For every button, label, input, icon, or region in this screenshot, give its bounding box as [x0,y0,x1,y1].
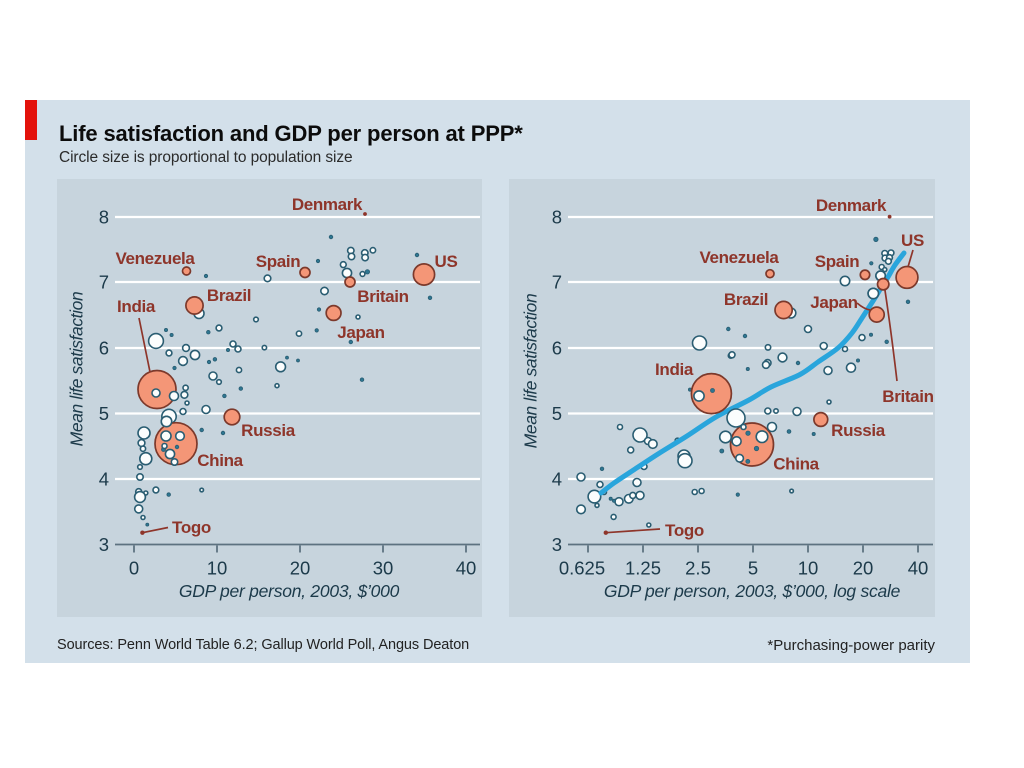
svg-text:6: 6 [99,338,109,359]
svg-text:Venezuela: Venezuela [115,249,195,268]
svg-text:4: 4 [552,469,562,490]
svg-text:40: 40 [456,558,477,579]
svg-text:1.25: 1.25 [625,558,661,579]
svg-text:Denmark: Denmark [292,195,363,214]
svg-text:20: 20 [853,558,874,579]
svg-text:Spain: Spain [815,252,860,271]
svg-text:Togo: Togo [172,518,211,537]
svg-text:20: 20 [290,558,311,579]
svg-text:7: 7 [552,272,562,293]
svg-text:India: India [117,297,156,316]
svg-text:Togo: Togo [665,521,704,540]
svg-text:6: 6 [552,338,562,359]
svg-text:8: 8 [99,207,109,228]
svg-text:Britain: Britain [357,287,408,306]
svg-text:2.5: 2.5 [685,558,711,579]
svg-text:0: 0 [129,558,139,579]
svg-text:US: US [901,231,924,250]
svg-text:US: US [435,252,458,271]
svg-text:4: 4 [99,469,109,490]
svg-text:Russia: Russia [831,421,886,440]
svg-text:30: 30 [373,558,394,579]
svg-text:Japan: Japan [337,323,384,342]
svg-text:India: India [655,360,694,379]
svg-text:China: China [773,455,819,474]
svg-text:Russia: Russia [241,421,296,440]
svg-text:5: 5 [552,403,562,424]
svg-text:Mean life satisfaction: Mean life satisfaction [67,292,87,447]
svg-text:Venezuela: Venezuela [699,248,779,267]
svg-text:8: 8 [552,207,562,228]
svg-text:10: 10 [207,558,228,579]
svg-text:Britain: Britain [882,387,933,406]
svg-text:China: China [197,451,243,470]
svg-text:40: 40 [908,558,929,579]
svg-text:0.625: 0.625 [559,558,605,579]
svg-text:Japan: Japan [810,293,857,312]
svg-text:3: 3 [552,534,562,555]
svg-text:5: 5 [748,558,758,579]
svg-text:GDP per person, 2003, $’000, l: GDP per person, 2003, $’000, log scale [604,581,901,601]
svg-text:GDP per person, 2003, $’000: GDP per person, 2003, $’000 [179,581,400,601]
svg-text:Mean life satisfaction: Mean life satisfaction [521,294,541,449]
svg-text:3: 3 [99,534,109,555]
svg-text:Denmark: Denmark [816,196,887,215]
svg-text:Brazil: Brazil [724,290,768,309]
svg-text:Spain: Spain [256,252,301,271]
svg-text:7: 7 [99,272,109,293]
svg-text:5: 5 [99,403,109,424]
svg-text:Brazil: Brazil [207,286,251,305]
svg-text:10: 10 [798,558,819,579]
